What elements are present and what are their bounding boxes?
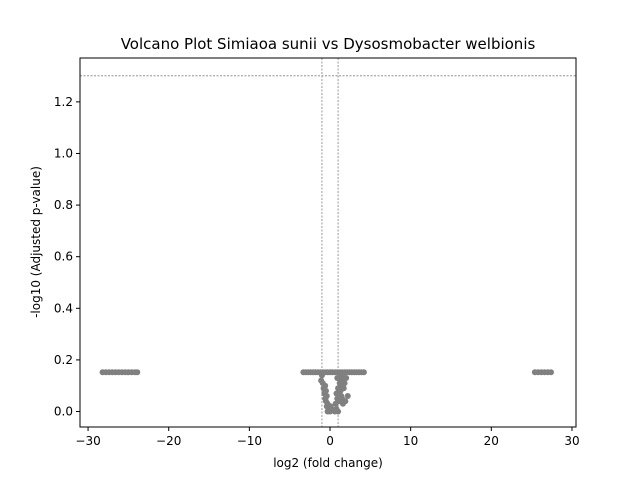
x-tick-label: 10 — [403, 434, 418, 448]
data-point — [340, 385, 347, 392]
y-axis-label: -log10 (Adjusted p-value) — [29, 166, 43, 318]
y-tick-label: 0.4 — [54, 301, 73, 315]
data-point — [360, 369, 367, 376]
x-tick-label: −30 — [75, 434, 100, 448]
y-tick-label: 0.2 — [54, 353, 73, 367]
data-point — [343, 374, 350, 381]
data-point — [335, 408, 342, 415]
y-tick-label: 0.6 — [54, 250, 73, 264]
x-tick-label: 30 — [564, 434, 579, 448]
y-tick-label: 1.2 — [54, 95, 73, 109]
x-tick-label: 0 — [326, 434, 334, 448]
y-tick-label: 0.0 — [54, 405, 73, 419]
plot-frame — [79, 57, 577, 428]
data-point — [338, 393, 345, 400]
x-axis-label: log2 (fold change) — [273, 456, 383, 470]
data-point — [336, 398, 343, 405]
data-point — [134, 369, 141, 376]
chart-title: Volcano Plot Simiaoa sunii vs Dysosmobac… — [121, 35, 536, 53]
x-tick-label: 20 — [484, 434, 499, 448]
data-point — [318, 372, 325, 379]
data-point — [344, 393, 351, 400]
data-point — [334, 374, 341, 381]
y-tick-label: 1.0 — [54, 146, 73, 160]
data-point — [341, 380, 348, 387]
data-point — [547, 369, 554, 376]
y-tick-label: 0.8 — [54, 198, 73, 212]
x-tick-label: −20 — [156, 434, 181, 448]
x-tick-label: −10 — [237, 434, 262, 448]
data-point — [327, 403, 334, 410]
